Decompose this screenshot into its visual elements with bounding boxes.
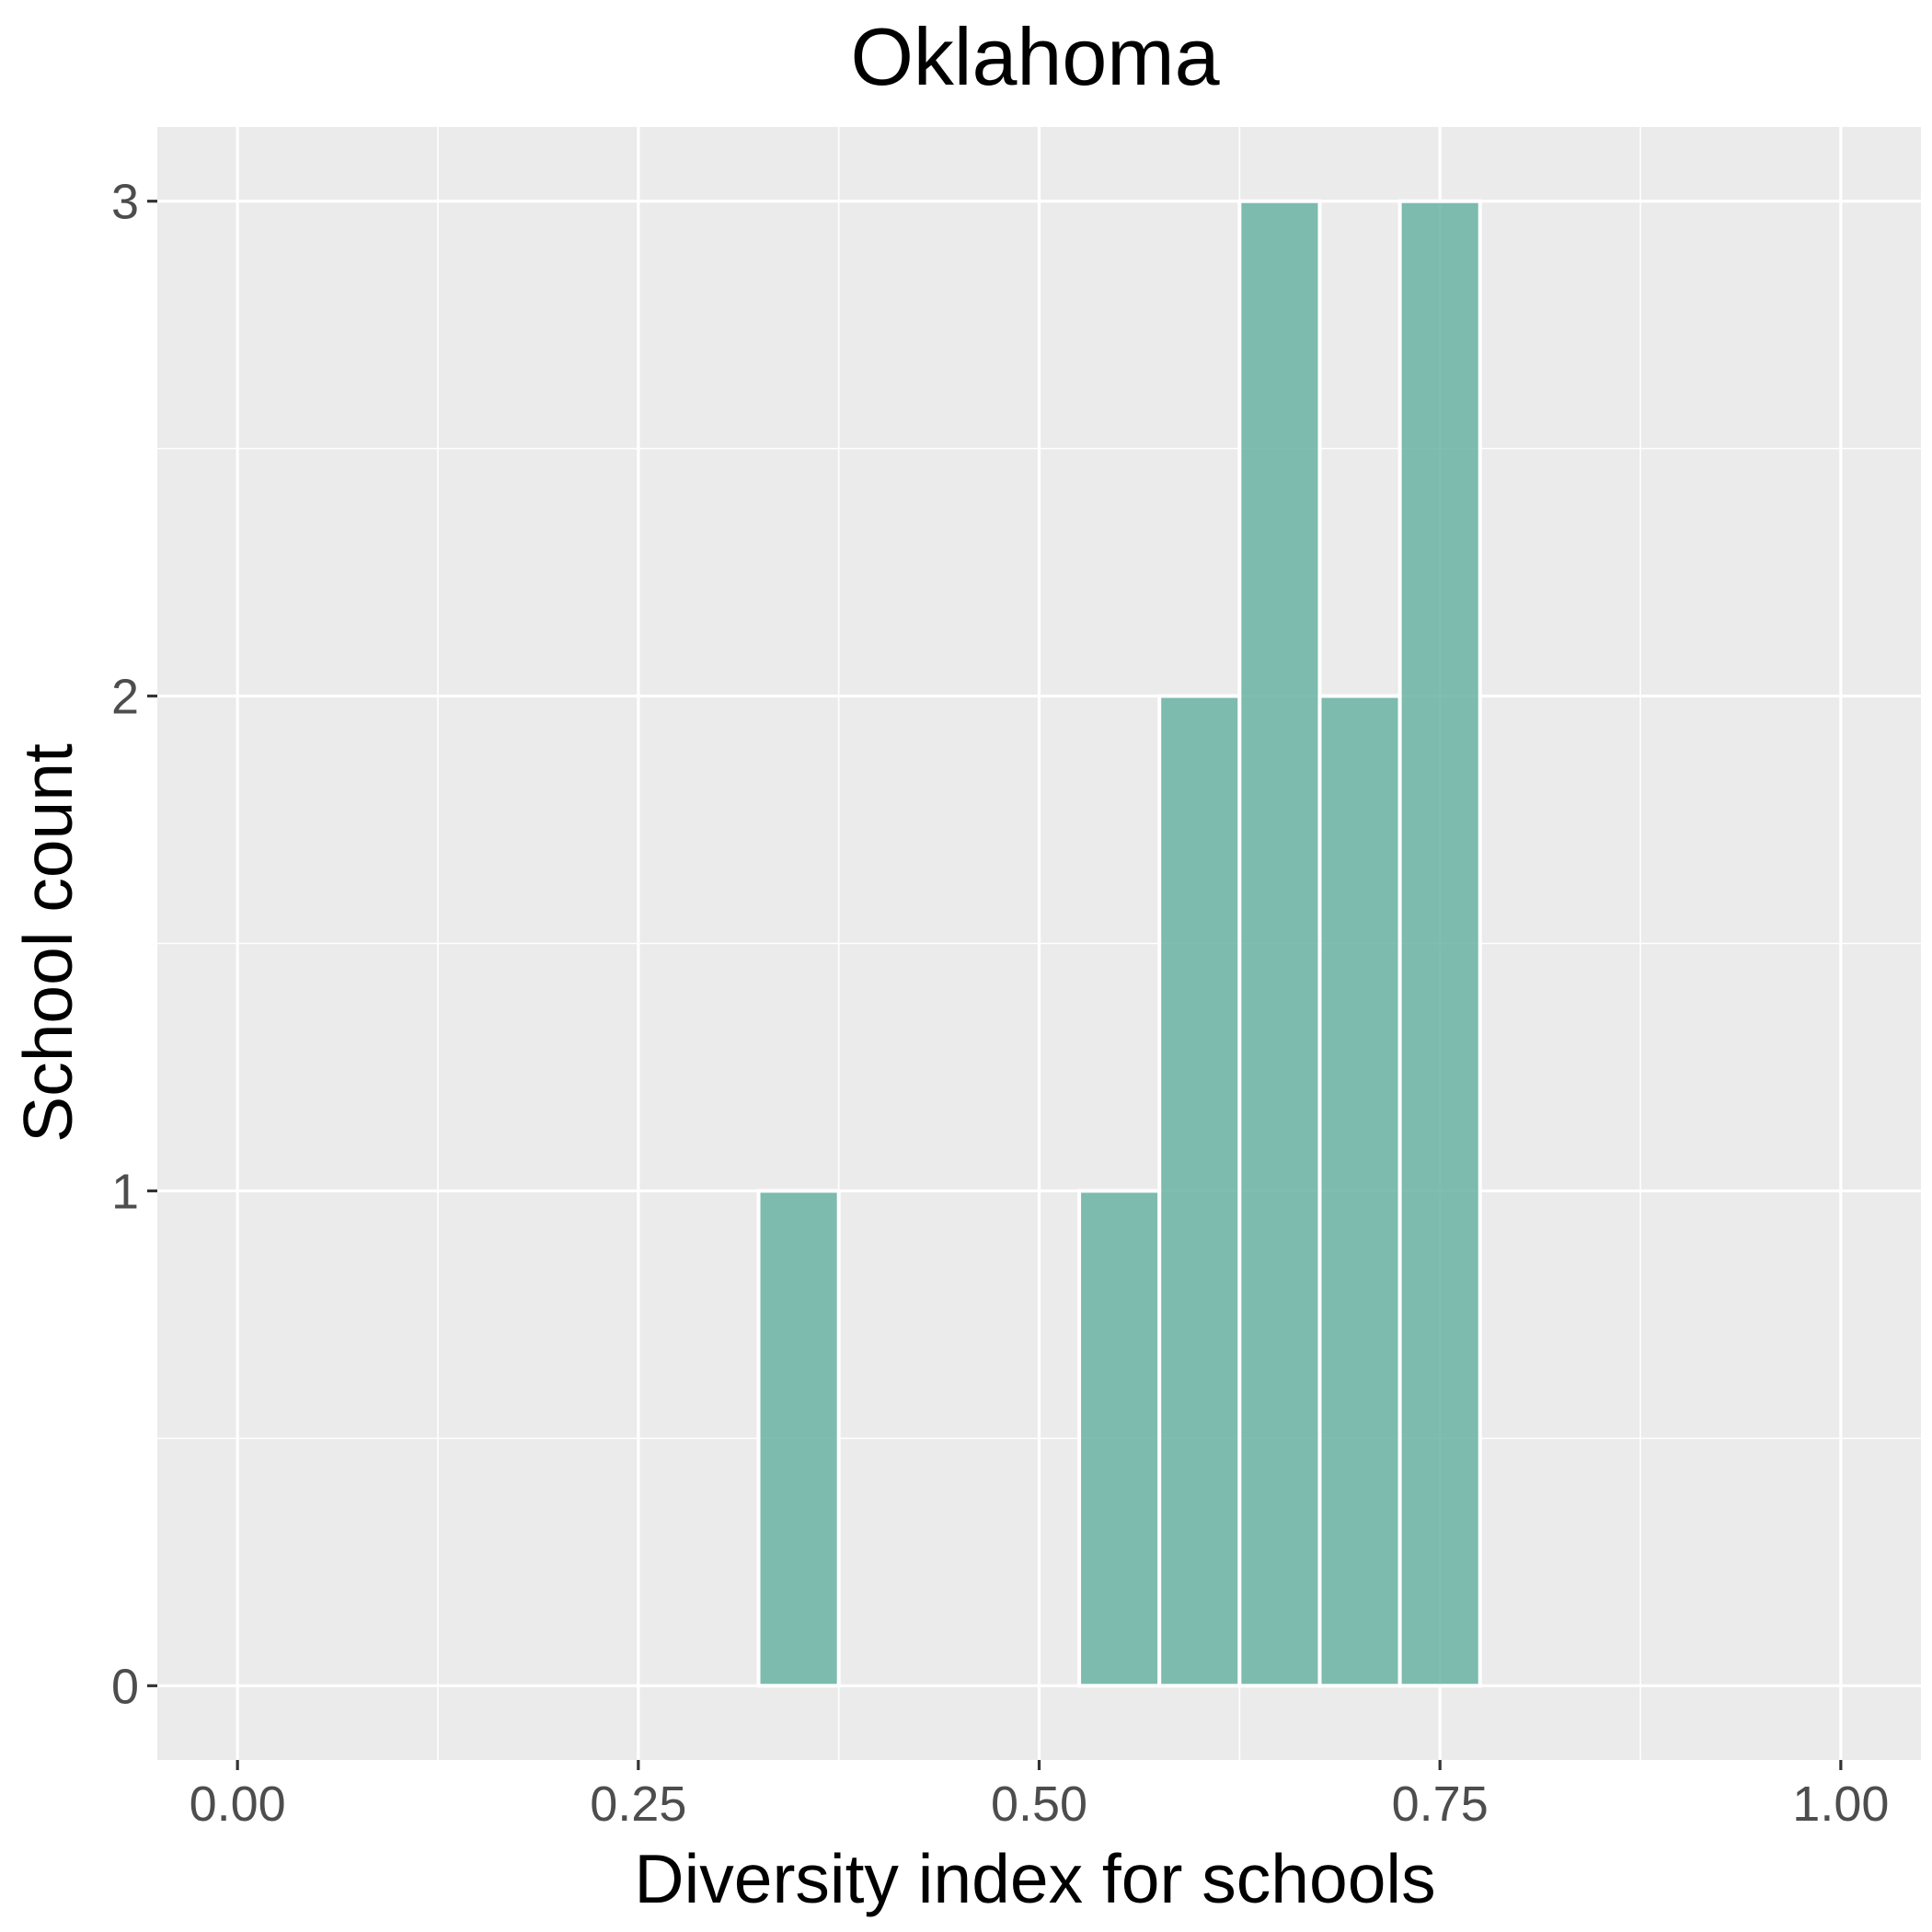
histogram-bars (756, 199, 1482, 1688)
chart-title: Oklahoma (850, 11, 1219, 102)
x-axis-title: Diversity index for schools (634, 1840, 1435, 1917)
histogram-bar (756, 1189, 841, 1688)
x-tick-label: 0.25 (590, 1777, 686, 1832)
y-axis-title: School count (9, 743, 86, 1143)
y-tick-label: 0 (111, 1659, 139, 1714)
x-tick-label: 0.00 (190, 1777, 286, 1832)
histogram-bar (1317, 694, 1402, 1688)
y-tick-label: 3 (111, 175, 139, 230)
histogram-bar (1077, 1189, 1162, 1688)
x-tick-label: 0.50 (991, 1777, 1087, 1832)
x-tick-label: 1.00 (1792, 1777, 1889, 1832)
histogram-bar (1157, 694, 1242, 1688)
x-axis: 0.00 0.25 0.50 0.75 1.00 (190, 1760, 1889, 1832)
histogram-bar (1397, 199, 1482, 1688)
histogram-bar (1237, 199, 1322, 1688)
x-tick-label: 0.75 (1392, 1777, 1489, 1832)
y-axis: 0 1 2 3 (111, 175, 157, 1714)
y-tick-label: 2 (111, 670, 139, 725)
y-tick-label: 1 (111, 1164, 139, 1219)
